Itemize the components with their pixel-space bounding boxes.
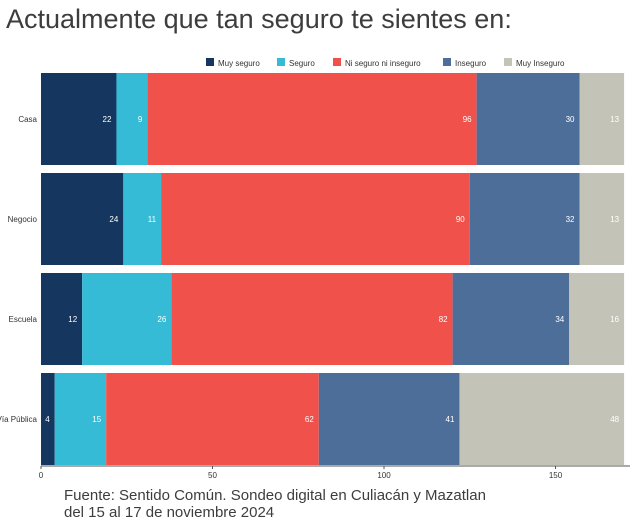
data-label-negocio-muy-seguro: 24 (109, 215, 118, 224)
bar-casa-inseguro (476, 73, 580, 165)
source-line-2: del 15 al 17 de noviembre 2024 (64, 504, 275, 521)
x-tick-label-0: 0 (39, 471, 44, 480)
bar-negocio-ni-seguro-ni-inseguro (161, 173, 470, 265)
bar-casa-muy-seguro (41, 73, 117, 165)
data-label-negocio-muy-inseguro: 13 (610, 215, 619, 224)
bar-casa-muy-inseguro (579, 73, 625, 165)
legend-label-muy-seguro: Muy seguro (218, 59, 260, 68)
bar-casa-ni-seguro-ni-inseguro (147, 73, 477, 165)
bar-escuela-seguro (82, 273, 172, 365)
bar-casa-seguro (116, 73, 148, 165)
bar-escuela-ni-seguro-ni-inseguro (171, 273, 453, 365)
bar-area: Casa 22 9 96 30 13 Negocio 24 11 90 32 13 Escuela 12 2… (0, 73, 625, 465)
x-axis: 0 50 100 150 (39, 465, 630, 480)
data-label-escuela-seguro: 26 (157, 315, 166, 324)
bar-negocio-seguro (123, 173, 162, 265)
x-tick-label-100: 100 (377, 471, 391, 480)
bar-via-publica-ni-seguro-ni-inseguro (106, 373, 319, 465)
chart-legend: Muy seguro Seguro Ni seguro ni inseguro Ins… (206, 58, 565, 68)
data-label-negocio-ni-seguro-ni-inseguro: 90 (456, 215, 465, 224)
data-label-casa-seguro: 9 (138, 115, 143, 124)
bar-group-via-publica: Vía Pública 4 15 62 41 48 (0, 373, 625, 465)
data-label-via-publica-muy-inseguro: 48 (610, 415, 619, 424)
data-label-casa-ni-seguro-ni-inseguro: 96 (463, 115, 472, 124)
x-tick-label-50: 50 (208, 471, 217, 480)
bar-escuela-muy-seguro (41, 273, 83, 365)
stacked-bar-chart: Muy seguro Seguro Ni seguro ni inseguro Ins… (0, 58, 630, 480)
bar-group-casa: Casa 22 9 96 30 13 (18, 73, 625, 165)
data-label-via-publica-inseguro: 41 (446, 415, 455, 424)
data-label-via-publica-seguro: 15 (92, 415, 101, 424)
bar-via-publica-inseguro (318, 373, 460, 465)
bar-group-escuela: Escuela 12 26 82 34 16 (9, 273, 625, 365)
data-label-escuela-muy-inseguro: 16 (610, 315, 619, 324)
legend-swatch-muy-inseguro (504, 58, 512, 66)
legend-swatch-ni-seguro-ni-inseguro (333, 58, 341, 66)
x-tick-label-150: 150 (549, 471, 563, 480)
category-label-casa: Casa (18, 115, 37, 124)
category-label-via-publica: Vía Pública (0, 415, 38, 424)
bar-negocio-inseguro (469, 173, 580, 265)
bar-negocio-muy-inseguro (579, 173, 625, 265)
data-label-casa-muy-inseguro: 13 (610, 115, 619, 124)
data-label-via-publica-muy-seguro: 4 (45, 415, 50, 424)
bar-negocio-muy-seguro (41, 173, 124, 265)
category-label-escuela: Escuela (9, 315, 38, 324)
chart-title: Actualmente que tan seguro te sientes en… (6, 4, 512, 34)
bar-escuela-inseguro (452, 273, 570, 365)
data-label-escuela-inseguro: 34 (555, 315, 564, 324)
source-note: Fuente: Sentido Común. Sondeo digital en… (64, 487, 486, 521)
legend-label-inseguro: Inseguro (455, 59, 487, 68)
legend-swatch-inseguro (443, 58, 451, 66)
source-line-1: Fuente: Sentido Común. Sondeo digital en… (64, 487, 486, 504)
legend-label-muy-inseguro: Muy Inseguro (516, 59, 565, 68)
bar-group-negocio: Negocio 24 11 90 32 13 (8, 173, 625, 265)
legend-label-ni-seguro-ni-inseguro: Ni seguro ni inseguro (345, 59, 421, 68)
data-label-via-publica-ni-seguro-ni-inseguro: 62 (305, 415, 314, 424)
data-label-escuela-muy-seguro: 12 (68, 315, 77, 324)
legend-swatch-seguro (277, 58, 285, 66)
data-label-casa-muy-seguro: 22 (103, 115, 112, 124)
bar-escuela-muy-inseguro (569, 273, 625, 365)
category-label-negocio: Negocio (8, 215, 38, 224)
data-label-negocio-seguro: 11 (148, 215, 157, 224)
bar-via-publica-muy-inseguro (459, 373, 625, 465)
data-label-negocio-inseguro: 32 (566, 215, 575, 224)
legend-swatch-muy-seguro (206, 58, 214, 66)
bar-via-publica-seguro (54, 373, 107, 465)
data-label-escuela-ni-seguro-ni-inseguro: 82 (439, 315, 448, 324)
bar-via-publica-muy-seguro (41, 373, 55, 465)
data-label-casa-inseguro: 30 (566, 115, 575, 124)
legend-label-seguro: Seguro (289, 59, 315, 68)
